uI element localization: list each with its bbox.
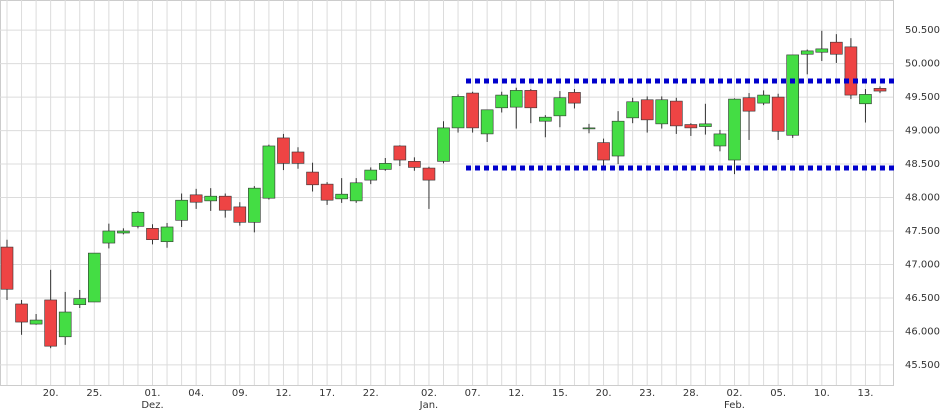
candle-body xyxy=(713,133,727,147)
candle-body xyxy=(248,187,261,223)
candle-body xyxy=(131,211,145,227)
x-tick-label: 22. xyxy=(363,388,379,399)
y-tick-label: 46.000 xyxy=(905,326,940,337)
y-tick-label: 48.000 xyxy=(905,193,940,204)
candle-body xyxy=(291,151,305,164)
candle-body xyxy=(73,298,87,305)
candle-body xyxy=(117,230,130,234)
candle-body xyxy=(539,116,552,122)
candle-body xyxy=(699,123,712,127)
candle-body xyxy=(29,319,43,325)
candle-body xyxy=(335,193,348,200)
x-tick-label: 02. xyxy=(421,388,437,399)
candle-body xyxy=(437,127,450,162)
x-tick-label: 28. xyxy=(683,388,699,399)
x-tick-label: 10. xyxy=(814,388,830,399)
candle-body xyxy=(320,183,334,201)
candle-body xyxy=(277,137,290,164)
candle-body xyxy=(844,46,858,96)
x-tick-label: 04. xyxy=(188,388,204,399)
candle-body xyxy=(728,98,741,161)
x-tick-label: 12. xyxy=(508,388,524,399)
candle-body xyxy=(509,90,523,108)
candle-body xyxy=(611,120,625,157)
x-tick-label: 23. xyxy=(639,388,655,399)
candle-body xyxy=(393,145,407,161)
candle-body xyxy=(364,169,378,181)
y-tick-label: 46.500 xyxy=(905,293,940,304)
candle-body xyxy=(349,182,363,202)
candle-body xyxy=(408,161,421,168)
candle-body xyxy=(451,96,465,129)
candle-body xyxy=(480,109,494,135)
y-tick-label: 47.000 xyxy=(905,259,940,270)
candle-body xyxy=(218,195,232,211)
candle-body xyxy=(640,99,654,121)
x-tick-label: 07. xyxy=(465,388,481,399)
x-tick-label: 25. xyxy=(86,388,102,399)
month-label: Jan. xyxy=(419,400,439,411)
y-tick-label: 49.000 xyxy=(905,126,940,137)
candle-body xyxy=(175,199,188,221)
x-tick-label: 12. xyxy=(275,388,291,399)
candle-body xyxy=(524,90,538,109)
candle-body xyxy=(669,100,683,127)
x-tick-label: 15. xyxy=(552,388,568,399)
x-tick-label: 13. xyxy=(857,388,873,399)
candle-body xyxy=(757,94,770,104)
candle-body xyxy=(495,94,509,109)
candle-body xyxy=(553,97,567,117)
candle-body xyxy=(655,99,669,125)
candle-body xyxy=(800,50,814,55)
candle-body xyxy=(44,299,57,347)
candle-body xyxy=(378,163,392,170)
y-tick-label: 49.500 xyxy=(905,92,940,103)
candle-body xyxy=(568,92,581,104)
candle-body xyxy=(233,206,247,223)
candle-body xyxy=(830,41,843,55)
y-tick-label: 48.500 xyxy=(905,159,940,170)
x-tick-label: 20. xyxy=(596,388,612,399)
candle-body xyxy=(597,142,610,161)
x-tick-label: 09. xyxy=(232,388,248,399)
x-tick-label: 02. xyxy=(727,388,743,399)
x-tick-label: 01. xyxy=(145,388,161,399)
month-label: Dez. xyxy=(141,400,163,411)
candle-body xyxy=(815,48,829,53)
candle-body xyxy=(422,167,436,181)
plot-area xyxy=(0,0,894,386)
candle-body xyxy=(189,194,203,203)
candle-body xyxy=(102,230,116,244)
candle-body xyxy=(204,195,217,202)
candle-body xyxy=(859,94,872,105)
candle-body xyxy=(88,252,101,303)
candle-body xyxy=(582,127,596,130)
month-label: Feb. xyxy=(724,400,745,411)
candle-body xyxy=(306,171,319,186)
candle-body xyxy=(0,246,14,290)
x-tick-label: 20. xyxy=(43,388,59,399)
candle-body xyxy=(160,226,174,243)
candle-body xyxy=(15,303,28,323)
candle-body xyxy=(873,88,887,92)
y-tick-label: 50.500 xyxy=(905,25,940,36)
candle-body xyxy=(786,54,800,136)
candle-body xyxy=(262,145,276,199)
y-tick-label: 45.500 xyxy=(905,360,940,371)
candle-body xyxy=(771,96,785,132)
x-tick-label: 05. xyxy=(770,388,786,399)
candle-body xyxy=(146,228,159,241)
candle-body xyxy=(58,311,72,338)
candle-body xyxy=(626,101,639,119)
x-tick-label: 17. xyxy=(319,388,335,399)
candle-body xyxy=(466,92,479,129)
y-tick-label: 47.500 xyxy=(905,226,940,237)
candle-body xyxy=(684,124,698,129)
y-tick-label: 50.000 xyxy=(905,59,940,70)
candle-body xyxy=(742,97,756,112)
